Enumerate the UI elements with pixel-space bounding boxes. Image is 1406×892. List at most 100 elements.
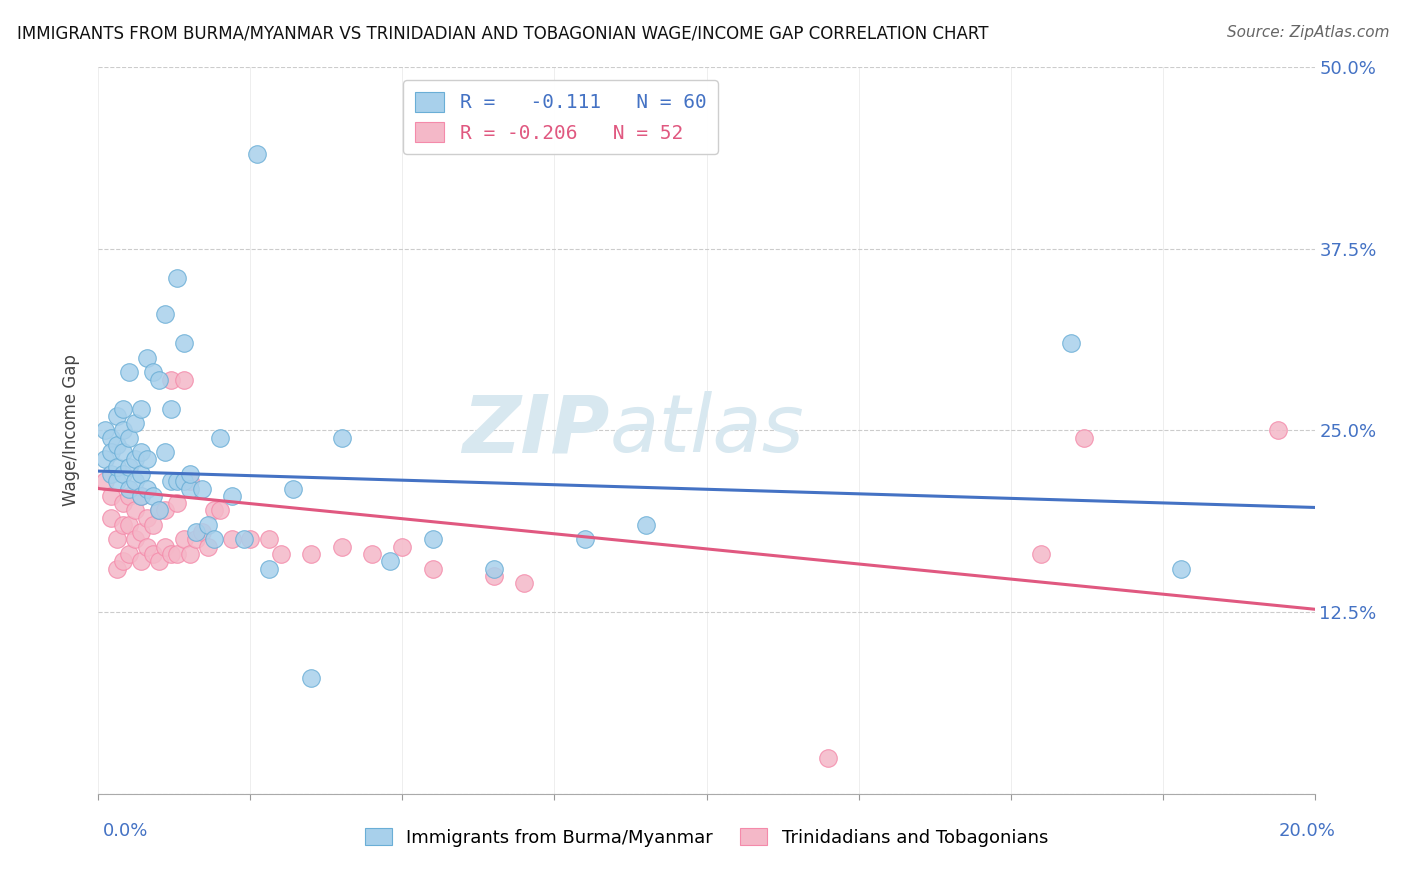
Point bbox=[142, 489, 165, 503]
Point bbox=[634, 517, 657, 532]
Point bbox=[124, 452, 146, 467]
Point bbox=[129, 401, 152, 416]
Point bbox=[197, 540, 219, 554]
Point bbox=[111, 424, 134, 438]
Point bbox=[166, 547, 188, 561]
Point bbox=[129, 467, 152, 481]
Point bbox=[257, 561, 280, 575]
Point bbox=[111, 517, 134, 532]
Point bbox=[191, 482, 214, 496]
Point bbox=[118, 482, 141, 496]
Point bbox=[93, 452, 115, 467]
Point bbox=[155, 307, 177, 321]
Point bbox=[257, 533, 280, 547]
Point bbox=[391, 540, 413, 554]
Point bbox=[422, 561, 444, 575]
Point bbox=[118, 431, 141, 445]
Point bbox=[129, 445, 152, 459]
Point bbox=[299, 547, 322, 561]
Point bbox=[105, 561, 128, 575]
Point bbox=[574, 533, 596, 547]
Point bbox=[233, 533, 256, 547]
Point bbox=[118, 459, 141, 474]
Point bbox=[160, 372, 183, 386]
Point bbox=[221, 489, 243, 503]
Text: ZIP: ZIP bbox=[461, 392, 609, 469]
Point bbox=[179, 547, 201, 561]
Point bbox=[221, 533, 243, 547]
Legend: R =   -0.111   N = 60, R = -0.206   N = 52: R = -0.111 N = 60, R = -0.206 N = 52 bbox=[404, 80, 718, 154]
Point bbox=[173, 475, 195, 489]
Point bbox=[184, 533, 207, 547]
Point bbox=[330, 540, 353, 554]
Point bbox=[191, 525, 214, 540]
Point bbox=[93, 475, 115, 489]
Point bbox=[202, 503, 225, 517]
Point bbox=[1029, 547, 1052, 561]
Point bbox=[166, 475, 188, 489]
Point bbox=[270, 547, 292, 561]
Point bbox=[173, 336, 195, 351]
Point bbox=[155, 503, 177, 517]
Point bbox=[197, 517, 219, 532]
Point bbox=[105, 438, 128, 452]
Point bbox=[148, 372, 170, 386]
Point bbox=[111, 496, 134, 510]
Point bbox=[166, 270, 188, 285]
Point bbox=[100, 445, 122, 459]
Text: 0.0%: 0.0% bbox=[103, 822, 148, 840]
Point bbox=[422, 533, 444, 547]
Point bbox=[173, 372, 195, 386]
Point bbox=[129, 554, 152, 568]
Point bbox=[142, 365, 165, 379]
Point bbox=[148, 503, 170, 517]
Point bbox=[105, 533, 128, 547]
Text: Source: ZipAtlas.com: Source: ZipAtlas.com bbox=[1226, 25, 1389, 40]
Point bbox=[299, 671, 322, 685]
Point bbox=[105, 459, 128, 474]
Text: 20.0%: 20.0% bbox=[1279, 822, 1336, 840]
Point bbox=[142, 517, 165, 532]
Point bbox=[245, 147, 267, 161]
Point bbox=[93, 424, 115, 438]
Point bbox=[148, 503, 170, 517]
Y-axis label: Wage/Income Gap: Wage/Income Gap bbox=[62, 354, 80, 507]
Point bbox=[124, 533, 146, 547]
Point bbox=[118, 365, 141, 379]
Point bbox=[1267, 424, 1289, 438]
Point bbox=[105, 409, 128, 423]
Point bbox=[100, 431, 122, 445]
Point bbox=[129, 489, 152, 503]
Point bbox=[124, 503, 146, 517]
Point bbox=[118, 517, 141, 532]
Point bbox=[100, 467, 122, 481]
Point bbox=[111, 467, 134, 481]
Text: IMMIGRANTS FROM BURMA/MYANMAR VS TRINIDADIAN AND TOBAGONIAN WAGE/INCOME GAP CORR: IMMIGRANTS FROM BURMA/MYANMAR VS TRINIDA… bbox=[17, 25, 988, 43]
Point bbox=[111, 554, 134, 568]
Point bbox=[136, 351, 159, 365]
Point bbox=[361, 547, 384, 561]
Point bbox=[482, 561, 505, 575]
Point bbox=[136, 510, 159, 524]
Point bbox=[173, 533, 195, 547]
Point bbox=[136, 452, 159, 467]
Point bbox=[142, 547, 165, 561]
Point bbox=[1073, 431, 1095, 445]
Text: atlas: atlas bbox=[609, 392, 804, 469]
Point bbox=[1170, 561, 1192, 575]
Point bbox=[1060, 336, 1083, 351]
Point bbox=[239, 533, 262, 547]
Point bbox=[100, 510, 122, 524]
Point bbox=[136, 482, 159, 496]
Point bbox=[330, 431, 353, 445]
Point bbox=[184, 525, 207, 540]
Point bbox=[105, 475, 128, 489]
Point bbox=[129, 489, 152, 503]
Point bbox=[129, 525, 152, 540]
Point bbox=[118, 489, 141, 503]
Point bbox=[160, 547, 183, 561]
Point bbox=[160, 475, 183, 489]
Point bbox=[482, 569, 505, 583]
Point bbox=[202, 533, 225, 547]
Point bbox=[380, 554, 402, 568]
